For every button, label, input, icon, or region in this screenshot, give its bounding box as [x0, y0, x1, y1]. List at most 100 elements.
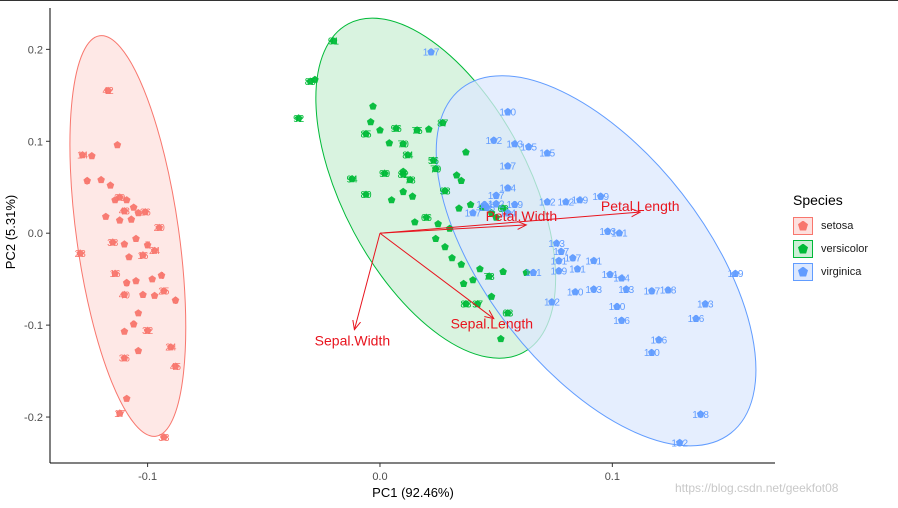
point-label-virginica: 141: [585, 256, 602, 267]
point-label-virginica: 127: [488, 191, 505, 202]
point-setosa: [132, 234, 140, 242]
arrow-Petal.Length: [379, 212, 640, 234]
point-setosa: [171, 296, 180, 304]
point-setosa: [106, 181, 115, 189]
point-versicolor: [434, 220, 442, 228]
point-virginica: [504, 184, 512, 192]
point-virginica: [504, 107, 512, 116]
confidence-ellipses: [69, 17, 757, 447]
point-versicolor: [369, 102, 377, 110]
point-virginica: [548, 298, 556, 306]
point-setosa: [129, 203, 138, 211]
point-versicolor: [476, 265, 484, 273]
point-label-virginica: 107: [423, 48, 440, 59]
point-label-versicolor: 98: [439, 186, 451, 197]
point-virginica: [492, 191, 500, 199]
point-setosa: [157, 271, 166, 279]
legend-label: virginica: [821, 265, 862, 278]
point-label-versicolor: 97: [472, 299, 484, 310]
point-versicolor: [366, 118, 375, 126]
point-versicolor: [422, 213, 431, 221]
point-virginica: [490, 136, 498, 144]
point-label-setosa: 7: [145, 241, 151, 252]
point-label-versicolor: 91: [328, 37, 340, 48]
point-label-virginica: 136: [650, 335, 667, 346]
point-virginica: [504, 209, 512, 217]
point-versicolor: [431, 234, 440, 242]
point-versicolor: [441, 243, 449, 251]
point-label-virginica: 131: [551, 256, 568, 267]
point-label-setosa: 17: [114, 409, 126, 420]
point-virginica: [510, 200, 519, 208]
point-setosa: [134, 209, 143, 217]
point-label-virginica: 100: [609, 302, 626, 313]
point-setosa: [122, 196, 131, 204]
point-virginica: [696, 410, 705, 418]
point-setosa: [76, 249, 84, 257]
point-setosa: [104, 86, 112, 94]
point-setosa: [143, 326, 152, 334]
point-setosa: [120, 354, 129, 362]
point-label-versicolor: 82: [398, 170, 410, 181]
point-label-setosa: 32: [142, 326, 154, 337]
point-setosa: [134, 346, 143, 355]
point-label-versicolor: 56: [428, 156, 440, 167]
point-virginica: [524, 142, 533, 150]
point-virginica: [557, 247, 565, 255]
point-label-versicolor: 83: [460, 299, 472, 310]
point-versicolor: [462, 300, 470, 308]
point-label-setosa: 25: [158, 287, 170, 298]
point-versicolor: [487, 209, 496, 217]
point-versicolor: [497, 334, 505, 343]
point-versicolor: [487, 292, 496, 300]
point-versicolor: [411, 218, 419, 226]
point-virginica: [492, 199, 500, 207]
point-setosa: [102, 212, 110, 220]
point-label-virginica: 139: [551, 266, 568, 277]
point-setosa: [111, 196, 119, 204]
point-versicolor: [522, 268, 531, 276]
point-virginica: [617, 316, 626, 324]
point-versicolor: [445, 224, 454, 232]
point-setosa: [83, 176, 91, 184]
point-virginica: [589, 256, 598, 264]
point-label-virginica: 131: [569, 265, 586, 276]
point-virginica: [589, 285, 598, 293]
point-setosa: [134, 309, 143, 317]
y-tick-label: 0.0: [28, 228, 43, 240]
point-label-virginica: 115: [539, 149, 555, 160]
point-label-setosa: 16: [137, 251, 149, 262]
arrow-label: Petal.Length: [601, 198, 680, 214]
point-label-setosa: 20: [154, 223, 166, 234]
point-virginica: [562, 197, 570, 206]
point-versicolor: [452, 171, 461, 179]
point-setosa: [143, 241, 152, 249]
point-setosa: [113, 141, 122, 149]
point-label-versicolor: 69: [498, 204, 510, 215]
point-label-setosa: 6: [173, 296, 179, 307]
point-virginica: [543, 149, 552, 157]
point-label-setosa: 4: [159, 271, 165, 282]
point-label-setosa: 39: [114, 193, 126, 204]
point-label-virginica: 133: [599, 227, 616, 238]
point-label-virginica: 147: [465, 208, 482, 219]
arrow-label: Sepal.Length: [451, 316, 534, 332]
legend-key-versicolor: [793, 239, 813, 258]
point-setosa: [120, 207, 129, 215]
point-virginica: [427, 48, 435, 56]
point-label-setosa: 23: [75, 249, 87, 260]
point-label-setosa: 40: [119, 290, 131, 301]
legend-key-setosa: [793, 216, 813, 235]
point-label-setosa: 45: [170, 362, 182, 373]
point-virginica: [596, 192, 605, 200]
point-virginica: [655, 335, 663, 344]
point-label-setosa: 33: [158, 433, 170, 444]
point-versicolor: [399, 170, 407, 178]
point-label-virginica: 143: [506, 140, 523, 151]
point-virginica: [529, 268, 538, 276]
point-label-setosa: 42: [103, 86, 115, 97]
point-setosa: [150, 291, 159, 299]
x-tick-label: 0.0: [372, 471, 387, 483]
point-setosa: [148, 275, 156, 283]
